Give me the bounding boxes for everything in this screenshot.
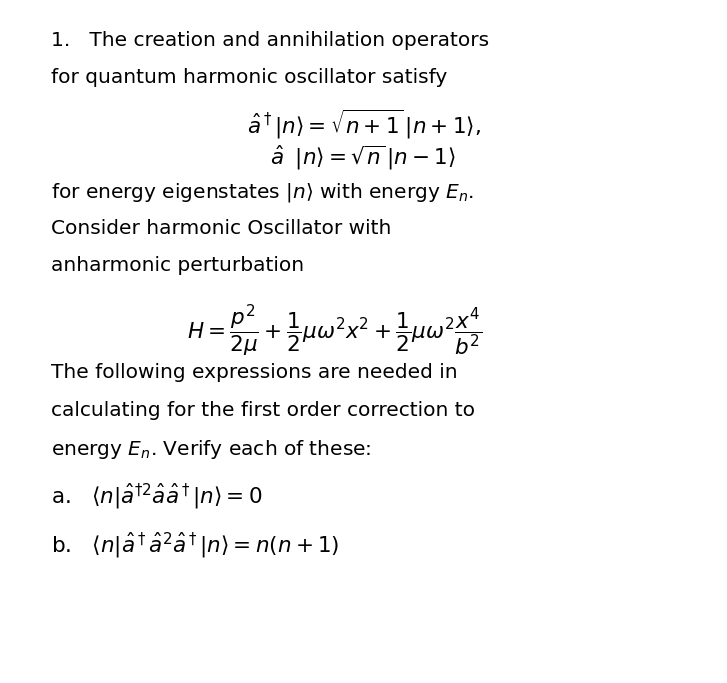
Text: The following expressions are needed in: The following expressions are needed in: [51, 363, 457, 382]
Text: $\hat{a}\;\;|n\rangle = \sqrt{n}\,|n-1\rangle$: $\hat{a}\;\;|n\rangle = \sqrt{n}\,|n-1\r…: [270, 143, 457, 172]
Text: Consider harmonic Oscillator with: Consider harmonic Oscillator with: [51, 219, 391, 238]
Text: for quantum harmonic oscillator satisfy: for quantum harmonic oscillator satisfy: [51, 68, 447, 87]
Text: 1.   The creation and annihilation operators: 1. The creation and annihilation operato…: [51, 31, 489, 50]
Text: energy $E_n$. Verify each of these:: energy $E_n$. Verify each of these:: [51, 438, 371, 462]
Text: $H = \dfrac{p^2}{2\mu} + \dfrac{1}{2}\mu\omega^2 x^2 + \dfrac{1}{2}\mu\omega^2\d: $H = \dfrac{p^2}{2\mu} + \dfrac{1}{2}\mu…: [187, 302, 482, 358]
Text: for energy eigenstates $|n\rangle$ with energy $E_n$.: for energy eigenstates $|n\rangle$ with …: [51, 181, 474, 204]
Text: anharmonic perturbation: anharmonic perturbation: [51, 256, 304, 275]
Text: $\hat{a}^\dagger|n\rangle = \sqrt{n+1}\,|n+1\rangle,$: $\hat{a}^\dagger|n\rangle = \sqrt{n+1}\,…: [246, 107, 481, 141]
Text: a.   $\langle n|\hat{a}^{\dagger 2}\hat{a}\hat{a}^\dagger|n\rangle = 0$: a. $\langle n|\hat{a}^{\dagger 2}\hat{a}…: [51, 482, 262, 512]
Text: b.   $\langle n|\hat{a}^\dagger\hat{a}^2\hat{a}^\dagger|n\rangle = n(n+1)$: b. $\langle n|\hat{a}^\dagger\hat{a}^2\h…: [51, 531, 340, 561]
Text: calculating for the first order correction to: calculating for the first order correcti…: [51, 401, 475, 420]
